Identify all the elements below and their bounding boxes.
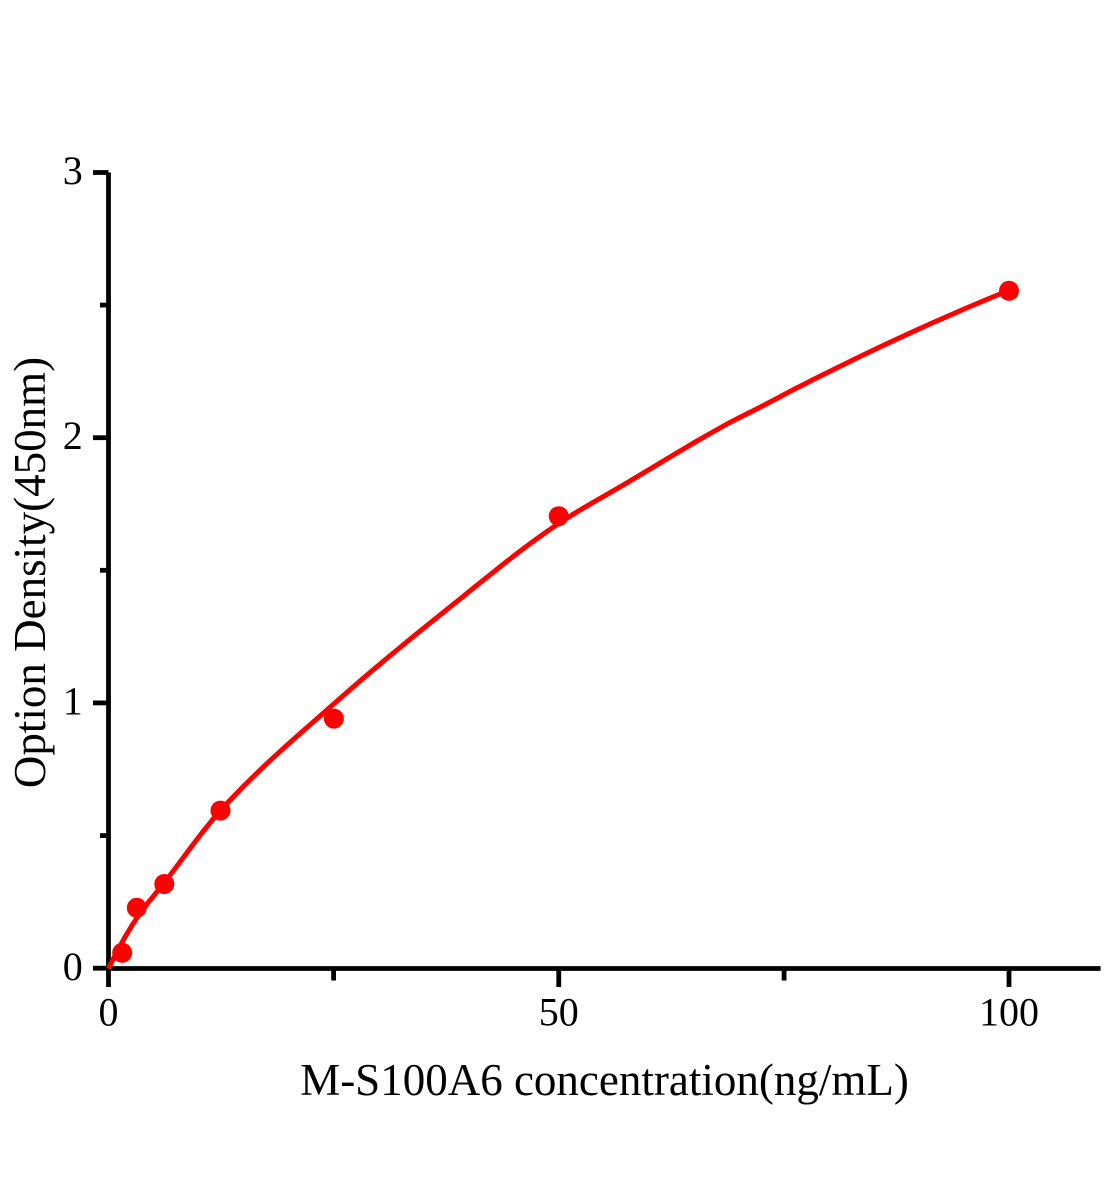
svg-text:2: 2 bbox=[63, 413, 83, 458]
svg-text:0: 0 bbox=[63, 944, 83, 989]
svg-text:0: 0 bbox=[99, 990, 119, 1035]
svg-text:3: 3 bbox=[63, 148, 83, 193]
svg-text:Option Density(450nm): Option Density(450nm) bbox=[5, 357, 55, 788]
svg-text:50: 50 bbox=[539, 990, 579, 1035]
svg-text:M-S100A6 concentration(ng/mL): M-S100A6 concentration(ng/mL) bbox=[300, 1055, 909, 1105]
svg-text:100: 100 bbox=[979, 990, 1039, 1035]
svg-text:1: 1 bbox=[63, 678, 83, 723]
